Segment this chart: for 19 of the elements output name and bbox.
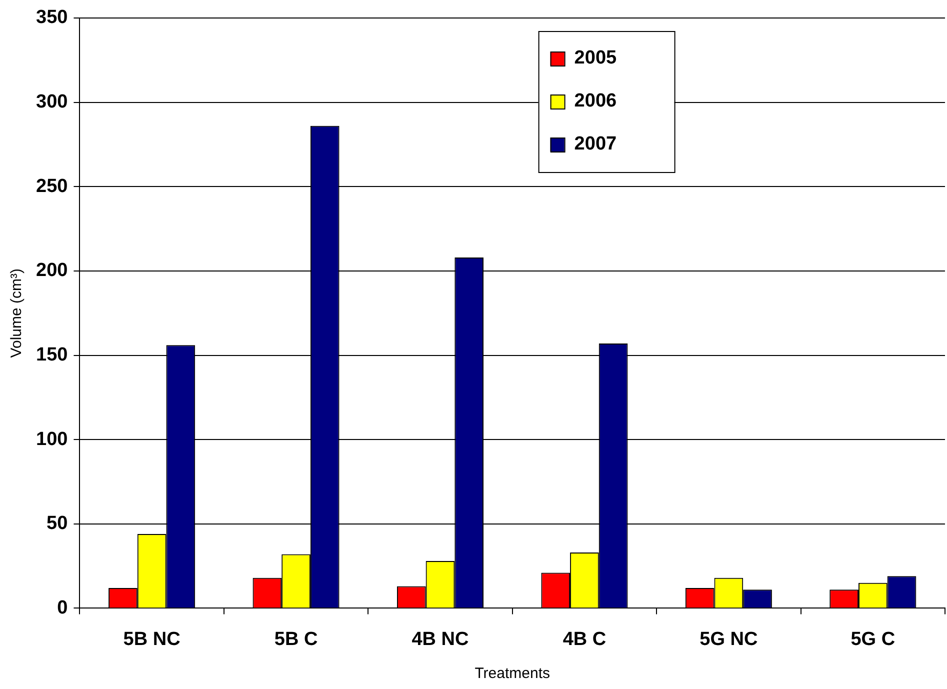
- y-tick-label: 200: [36, 260, 68, 282]
- y-axis-title: Volume (cm³): [8, 268, 26, 358]
- x-axis-title: Treatments: [474, 665, 550, 682]
- y-tick-label: 250: [36, 176, 68, 197]
- y-tick-label: 0: [57, 597, 68, 618]
- x-tick-label: 5G C: [850, 628, 896, 650]
- legend-label: 2005: [574, 48, 618, 69]
- x-tick-label: 4B C: [562, 628, 606, 650]
- x-tick-label: 4B NC: [412, 628, 470, 650]
- x-tick-label: 5G NC: [700, 628, 758, 650]
- legend-label: 2006: [574, 90, 617, 112]
- y-tick-label: 50: [46, 513, 68, 534]
- y-tick-label: 100: [36, 428, 68, 450]
- y-tick-label: 300: [36, 92, 68, 113]
- legend-label: 2007: [574, 134, 617, 155]
- x-tick-label: 5B NC: [123, 628, 181, 650]
- x-tick-label: 5B C: [274, 628, 318, 650]
- y-tick-label: 150: [36, 344, 68, 366]
- y-tick-label: 350: [36, 7, 68, 28]
